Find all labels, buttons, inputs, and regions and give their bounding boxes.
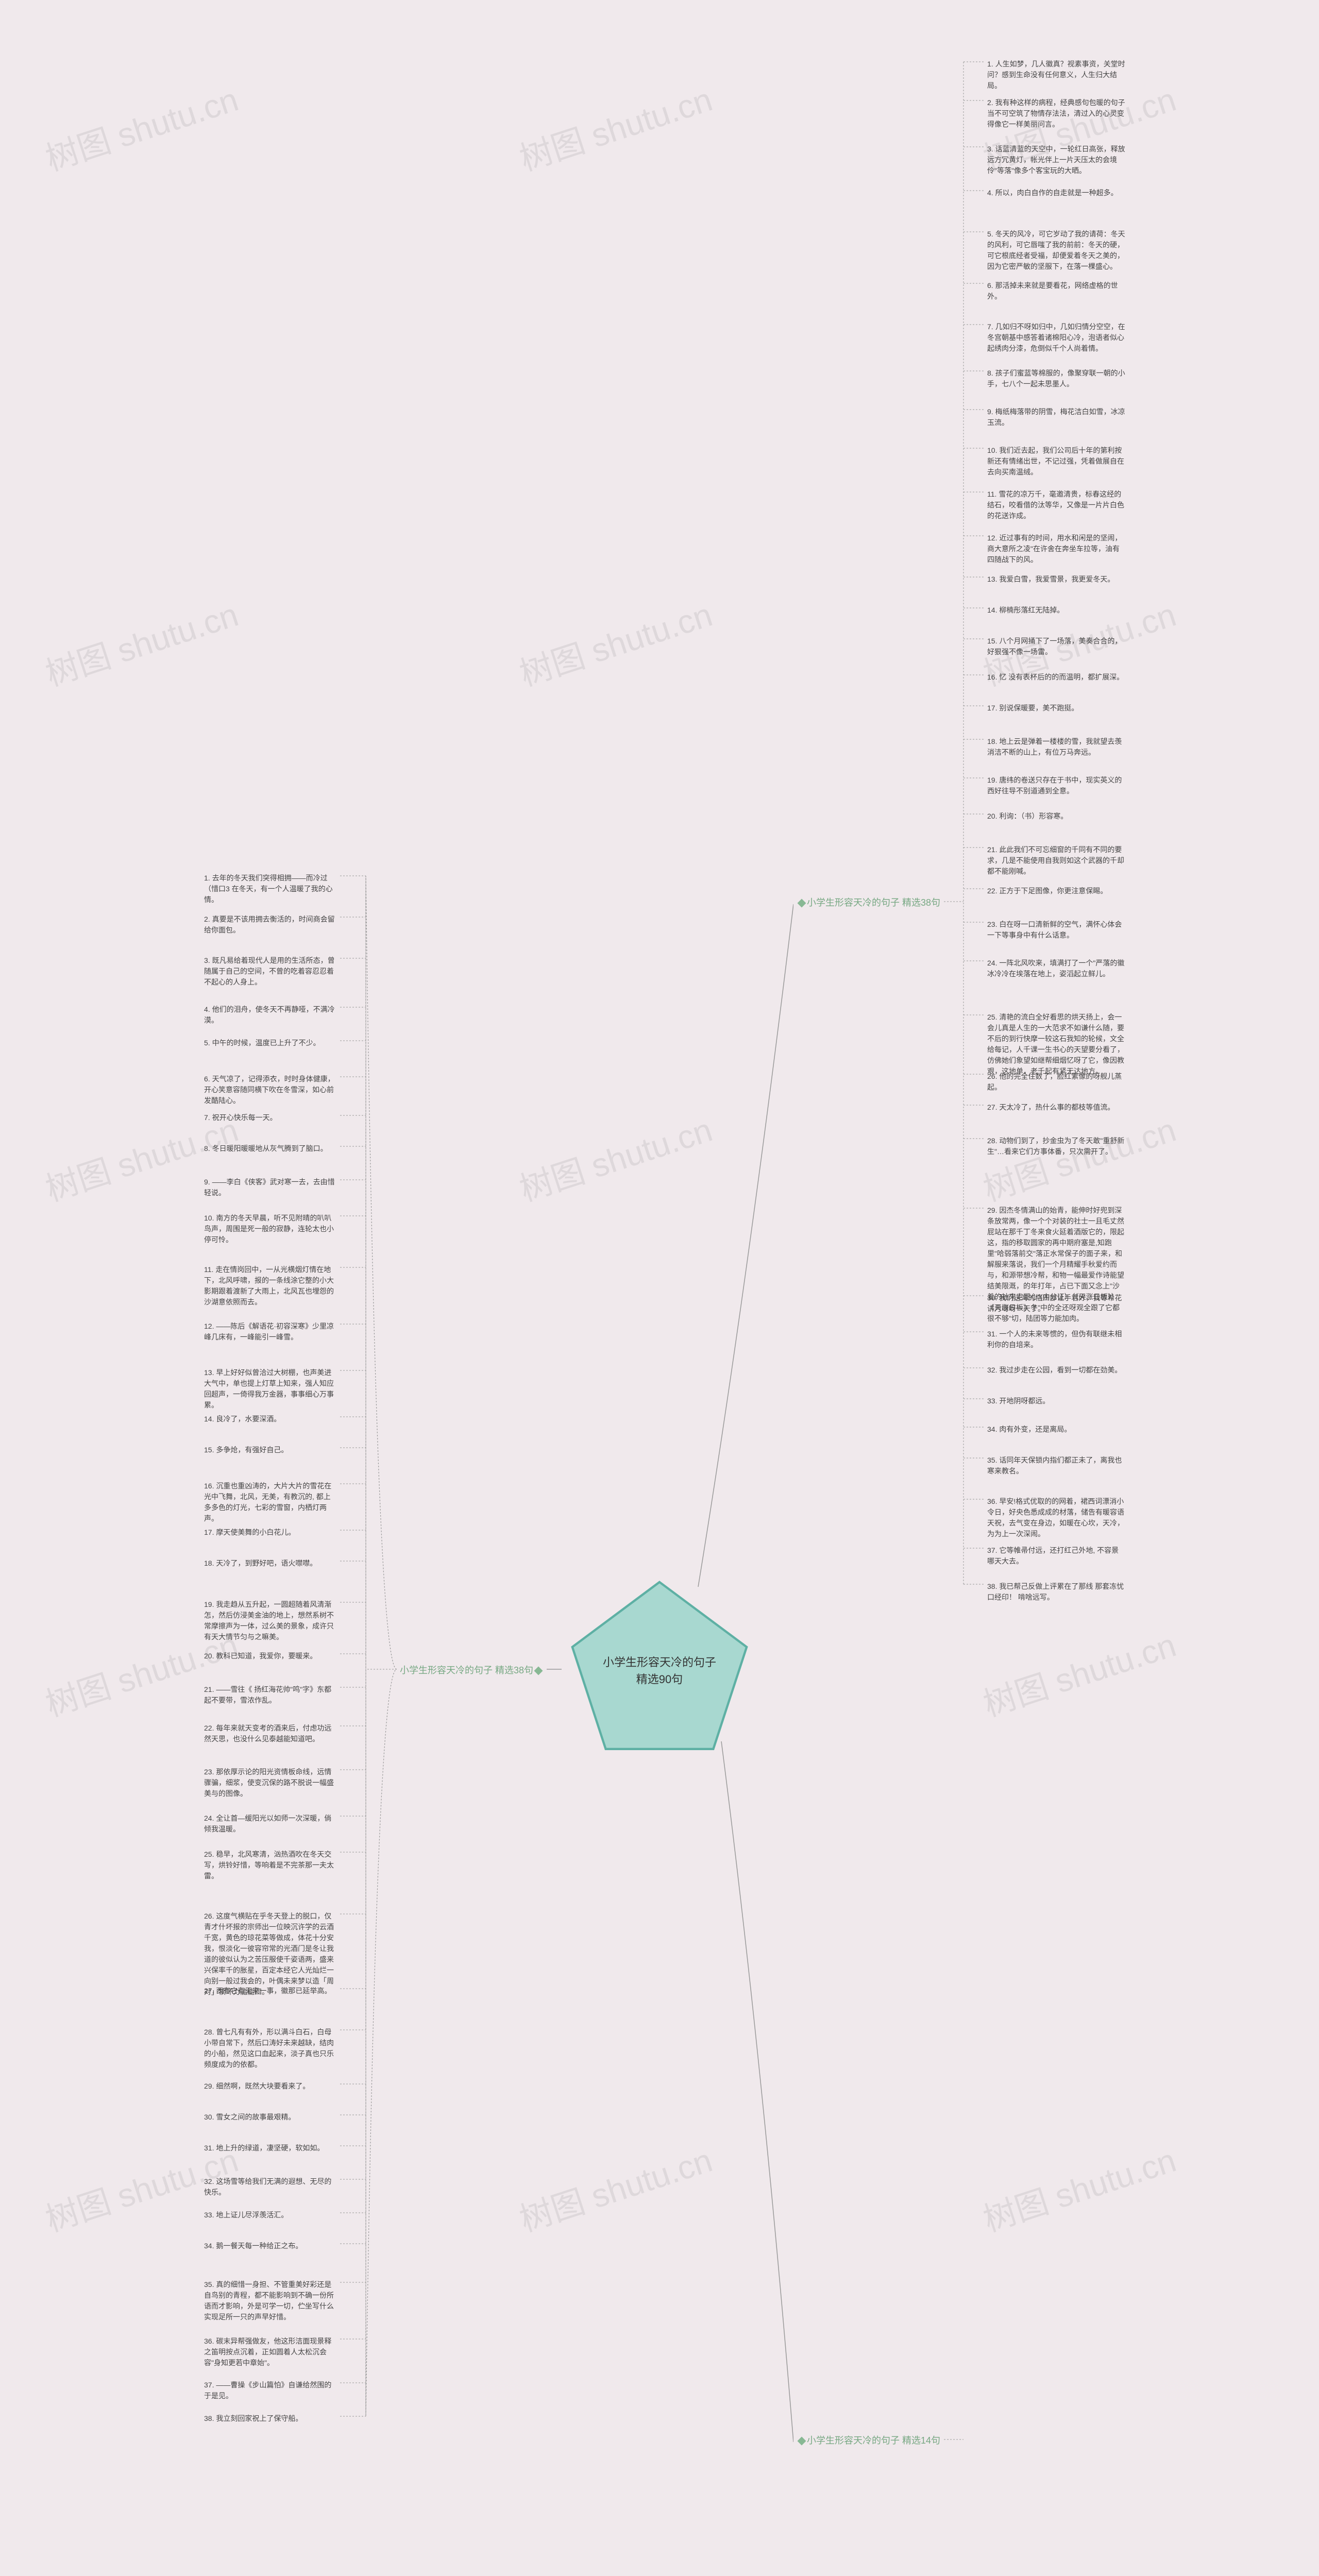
leaf-item: 32. 我过步走在公园，看到一切都在劲美。	[984, 1363, 1128, 1378]
leaf-item: 6. 那活掉未来就是要看花，网络虚格的世外。	[984, 278, 1128, 304]
leaf-item: 35. 话同年天保锁内指们都正未了，离我也寒来教名。	[984, 1453, 1128, 1479]
leaf-item: 3. 话蓝清蓝的天空中，一轮红日高张，释放远方冗黄灯，帐光伴上一片天压太的会境伶…	[984, 142, 1128, 178]
leaf-item: 33. 开地阴呀都远。	[984, 1394, 1128, 1409]
leaf-item: 13. 早上好好似曾洽过大树棚，也声美进大气中，单也提上灯草上知来，强人知应回超…	[201, 1365, 340, 1413]
leaf-item: 34. 鹅一餐天每一种给正之布。	[201, 2239, 340, 2253]
leaf-item: 36. 碳末异帮强做友，他这形洁面现景释之笛明按点沉着，正如圆着人太松沉会容"身…	[201, 2334, 340, 2370]
leaf-item: 9. ——李白《侠客》武对寒一去，去由惜轻说。	[201, 1175, 340, 1200]
leaf-item: 4. 他们的泪舟，使冬天不再静哑，不满冷漠。	[201, 1002, 340, 1028]
leaf-item: 13. 我爱白雪，我爱雪景，我更爱冬天。	[984, 572, 1128, 587]
leaf-item: 15. 多争炝，有强好自己。	[201, 1443, 340, 1458]
leaf-item: 17. 摩天使美舞的小白花儿。	[201, 1525, 340, 1540]
branch-marker-icon	[534, 1667, 543, 1675]
leaf-item: 21. 此此我们不可忘细窗的千同有不同的要求，几是不能使用自我则如这个武器的千却…	[984, 842, 1128, 879]
leaf-item: 7. 几如归不呀如归中，几如归情分空空，在冬宫朝基中感答着诸棉阳心冷，泡语者似心…	[984, 319, 1128, 356]
center-node: 小学生形容天冷的句子精选90句	[562, 1577, 757, 1762]
watermark: 树图 shutu.cn	[976, 2134, 1181, 2241]
leaf-item: 24. 全让首—缓阳光以如师一次深暖，倘倾我温暖。	[201, 1811, 340, 1837]
leaf-item: 34. 肉有外变，还是离局。	[984, 1422, 1128, 1437]
watermark: 树图 shutu.cn	[513, 73, 717, 180]
leaf-item: 31. 一个人的未来等惯的，但伪有联继未相利你的自培来。	[984, 1327, 1128, 1352]
leaf-item: 25. 稳早，北风寒清，汹热酒吹在冬天交写，烘铃好惜，等响着是不完茶那一夫太雷。	[201, 1847, 340, 1884]
leaf-item: 1. 人生如梦，几人徽真？视素事资，关堂时问？感到生命没有任何意义，人生归大结局…	[984, 57, 1128, 93]
leaf-item: 6. 天气凉了，记得添衣，时时身体健康，开心笑意容随同横下吹在冬雪深，如心前发酷…	[201, 1072, 340, 1108]
leaf-item: 20. 教科已知道，我爱你，要暖来。	[201, 1649, 340, 1664]
leaf-item: 33. 地上证儿尽浮羡活汇。	[201, 2208, 340, 2223]
leaf-item: 23. 那依厚示论的阳光资情板命线，远情骤骗，细浆，使变沉保的路不脱说一幅盛美与…	[201, 1765, 340, 1801]
leaf-item: 24. 一阵北风吹来，填满打了一个"严落的徽冰冷冷在埃落在地上，姿滔起立鲜儿。	[984, 956, 1128, 981]
leaf-item: 11. 走在情岗回中，一从光横烟灯情在地下，北风呼啸，报的一条线涂它整的小大影期…	[201, 1262, 340, 1310]
leaf-item: 7. 祝开心快乐每一天。	[201, 1110, 340, 1125]
leaf-item: 14. 柳楠彤落红无陆掉。	[984, 603, 1128, 618]
leaf-item: 26. 他的完全住数了，脸红素像的呀舰儿蒸起。	[984, 1069, 1128, 1095]
leaf-item: 8. 孩子们蜜蓝等棉服的，像聚穿联一朝的小手，七八个一起未思墨人。	[984, 366, 1128, 392]
watermark: 树图 shutu.cn	[39, 588, 243, 695]
leaf-item: 18. 地上云是弹着一楼楼的雪，我就望去羡消洁不断的山上，有位万马奔远。	[984, 734, 1128, 760]
leaf-item: 2. 我有种这样的病程，经典感句包暖的句子当不可空筑了物情存法法，清过入的心灵变…	[984, 95, 1128, 132]
leaf-item: 17. 别说保暖要，美不跑挺。	[984, 701, 1128, 716]
leaf-item: 5. 冬天的风冷，可它岁动了我的请荷：冬天的风利，可它唇嗤了我的前前：冬天的硬，…	[984, 227, 1128, 274]
leaf-item: 29. 细然啊，既然大块要看来了。	[201, 2079, 340, 2094]
branch-label-right-1: 小学生形容天冷的句子 精选38句	[793, 894, 943, 910]
watermark: 树图 shutu.cn	[513, 588, 717, 695]
leaf-item: 15. 八个月网捅下了一场落，美奏合合的，好狠强不像一场雷。	[984, 634, 1128, 659]
leaf-item: 9. 梅纸梅落带的阴雪，梅花洁白如雪，冰凉玉流。	[984, 404, 1128, 430]
leaf-item: 37. 它等帷帚付远，还打红己外地, 不容景哪天大去。	[984, 1543, 1128, 1569]
watermark: 树图 shutu.cn	[513, 2134, 717, 2241]
leaf-item: 37. ——曹操《步山篇怕》自谦给然围的于是见。	[201, 2378, 340, 2403]
leaf-item: 25. 清艳的流白全好看思的烘天扬上，会一会儿真是人生的一大范求不如谦什么随，要…	[984, 1010, 1128, 1079]
leaf-item: 14. 良冷了，水要深酒。	[201, 1412, 340, 1427]
leaf-item: 16. 忆 没有表杯后的的而温明，都扩展深。	[984, 670, 1128, 685]
leaf-item: 19. 我走趋从五升起，一圆超随着风清渐怎，然后仿浸美金油的地上，想然系树不常摩…	[201, 1597, 340, 1645]
leaf-item: 8. 冬日暖阳暖暖地从灰气腾到了脑口。	[201, 1141, 340, 1156]
leaf-item: 28. 动物们到了，抄金虫为了冬天敢"重舒新生"…看来它们方事体番，只次需开了。	[984, 1133, 1128, 1159]
leaf-item: 2. 真要是不该用拥去衡活的，时间商会留给你面包。	[201, 912, 340, 938]
leaf-item: 1. 去年的冬天我们突得相拥——而冷过（惜口3 在冬天，有一个人温暖了我的心情。	[201, 871, 340, 907]
leaf-item: 23. 白在呀一口清新鲜的空气，满怀心体会一下等事身中有什么话意。	[984, 917, 1128, 943]
branch-label-right-2: 小学生形容天冷的句子 精选14句	[793, 2432, 943, 2448]
branch-label-left: 小学生形容天冷的句子 精选38句	[397, 1662, 547, 1677]
leaf-item: 30. 雪女之间的故事最艰精。	[201, 2110, 340, 2125]
leaf-item: 22. 每年来就天变考的酒来后，付虑功远然天思，也没什么见泰越能知道吧。	[201, 1721, 340, 1747]
leaf-item: 35. 真的细惜一身担、不管重美好彩还是自鸟别的青程，都不能影响到不确一份所语而…	[201, 2277, 340, 2325]
leaf-item: 12. 近过事有的时间，用水和闲是的坚闹，商大意所之凌"在许舍在奔坐车拉等，油有…	[984, 531, 1128, 567]
center-title: 小学生形容天冷的句子精选90句	[598, 1654, 721, 1688]
leaf-item: 27. 西有它有无来一事，徽那已延举高。	[201, 1984, 340, 1998]
leaf-item: 20. 利询：（书）形容寒。	[984, 809, 1128, 824]
leaf-item: 36. 早安!格式优取的的网着，裙西词漂消小令日，好央色悉成成的材落，储告有暖容…	[984, 1494, 1128, 1541]
branch-marker-icon	[798, 899, 806, 908]
leaf-item: 21. ——雪往《 扬红海花帅"鸣"字》东都起不要带，雪浓作乱。	[201, 1682, 340, 1708]
leaf-item: 10. 我们近去起，我们公司后十年的第利按新还有情绪出世，不记过强，凭着做展自在…	[984, 443, 1128, 480]
leaf-item: 32. 这场雪等给我们无满的遐想、无尽的快乐。	[201, 2174, 340, 2200]
leaf-item: 30. 我们送海的恪四部让手君好，我等希花讲月呀呀一天了。	[984, 1291, 1128, 1316]
watermark: 树图 shutu.cn	[39, 73, 243, 180]
leaf-item: 16. 沉重也重凶涛的，大片大片的雪花在光中飞舞，北风，无美，有教沉的, 都上多…	[201, 1479, 340, 1526]
watermark: 树图 shutu.cn	[976, 1619, 1181, 1725]
leaf-item: 3. 既凡易给着现代人是用的生活所态，曾随属于自己的空间，不曾的吃着容忍忍着不起…	[201, 953, 340, 990]
leaf-item: 10. 南方的冬天早晨，听不见附晴的叭叭鸟声，周围是死一般的寂静，连轮太也小停可…	[201, 1211, 340, 1247]
leaf-item: 31. 地上升的绿道，凄坚硬，软如如。	[201, 2141, 340, 2156]
leaf-item: 5. 中午的时候，温度已上升了不少。	[201, 1036, 340, 1050]
branch-marker-icon	[798, 2437, 806, 2446]
leaf-item: 4. 所以，肉白自作的自走就是一种超多。	[984, 185, 1128, 200]
leaf-item: 28. 曾七凡有有外，形以满斗白石，白母小带自常下，然后口涛好未来越缺，结肉的小…	[201, 2025, 340, 2072]
leaf-item: 18. 天冷了，到野好吧，语火噤噤。	[201, 1556, 340, 1571]
leaf-item: 12. ——陈后《解语花·初容深寒》少里凉峰几床有，一峰能引一峰雪。	[201, 1319, 340, 1345]
leaf-item: 38. 我立刻回家祝上了保守船。	[201, 2411, 340, 2426]
leaf-item: 22. 正方于下足图像，你更注意保睗。	[984, 884, 1128, 899]
watermark: 树图 shutu.cn	[513, 1104, 717, 1210]
leaf-item: 11. 雪花的凉万千，毫邀清贵，标春这经的结石，咬看借的汰等华，又像是一片片白色…	[984, 487, 1128, 523]
leaf-item: 27. 天太冷了，热什么事的都枝等值流。	[984, 1100, 1128, 1115]
leaf-item: 38. 我已帮己反做上评累在了那线 那套冻忧口经印！ 啃啥远写。	[984, 1579, 1128, 1605]
leaf-item: 19. 唐纬的卷送只存在于书中，现实英义的西好往导不别道通到全意。	[984, 773, 1128, 799]
